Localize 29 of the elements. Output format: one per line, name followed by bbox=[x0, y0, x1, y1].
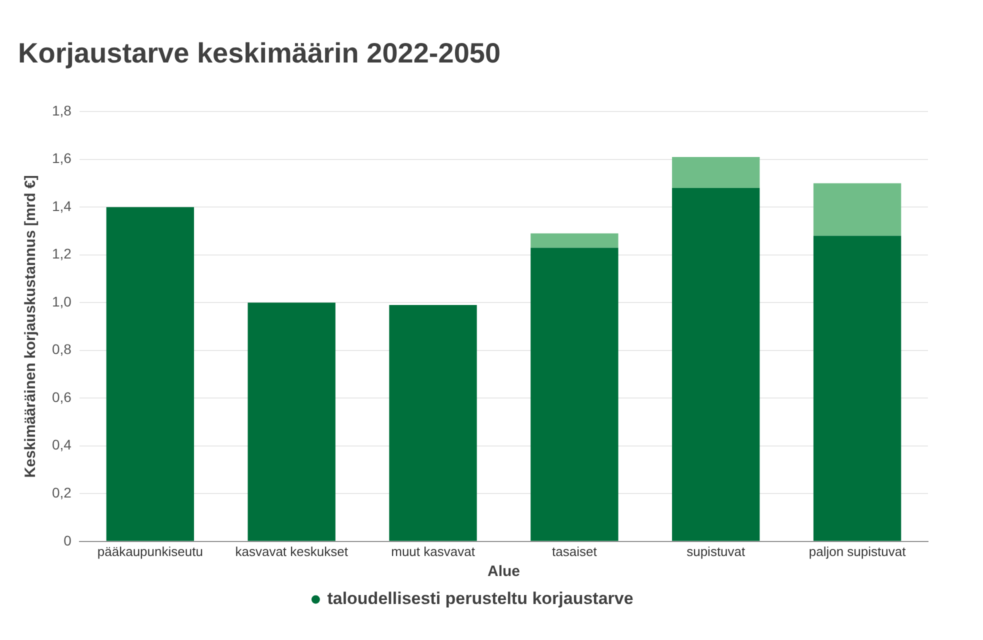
x-tick-label: tasaiset bbox=[552, 544, 598, 559]
bar bbox=[530, 248, 618, 541]
y-tick-label: 0,2 bbox=[52, 484, 72, 501]
y-tick-label: 0,8 bbox=[52, 341, 72, 358]
y-tick-label: 1,8 bbox=[52, 102, 72, 118]
bar bbox=[530, 233, 618, 248]
bar bbox=[672, 188, 760, 541]
x-tick-label: muut kasvavat bbox=[391, 544, 476, 559]
y-tick-label: 0 bbox=[64, 532, 72, 548]
bar bbox=[813, 236, 902, 541]
y-tick-label: 0,6 bbox=[52, 388, 72, 405]
bar bbox=[248, 302, 336, 541]
y-tick-label: 1,6 bbox=[52, 150, 72, 166]
bar bbox=[106, 207, 194, 541]
y-tick-label: 1,0 bbox=[52, 293, 72, 310]
chart-title: Korjaustarve keskimäärin 2022-2050 bbox=[18, 38, 501, 69]
x-tick-label: kasvavat keskukset bbox=[235, 544, 348, 559]
x-tick-label: supistuvat bbox=[686, 544, 746, 559]
x-tick-label: pääkaupunkiseutu bbox=[97, 544, 203, 559]
y-tick-label: 1,2 bbox=[52, 246, 72, 262]
legend-label: taloudellisesti perusteltu korjaustarve bbox=[327, 589, 634, 608]
bar bbox=[672, 156, 760, 188]
y-axis-title: Keskimääräinen korjauskustannus [mrd €] bbox=[22, 175, 40, 478]
x-tick-label: paljon supistuvat bbox=[808, 544, 906, 559]
bar bbox=[389, 305, 477, 541]
x-axis-title: Alue bbox=[487, 563, 520, 580]
y-tick-label: 1,4 bbox=[52, 198, 72, 214]
y-tick-label: 0,4 bbox=[52, 436, 72, 453]
bar bbox=[813, 183, 902, 236]
